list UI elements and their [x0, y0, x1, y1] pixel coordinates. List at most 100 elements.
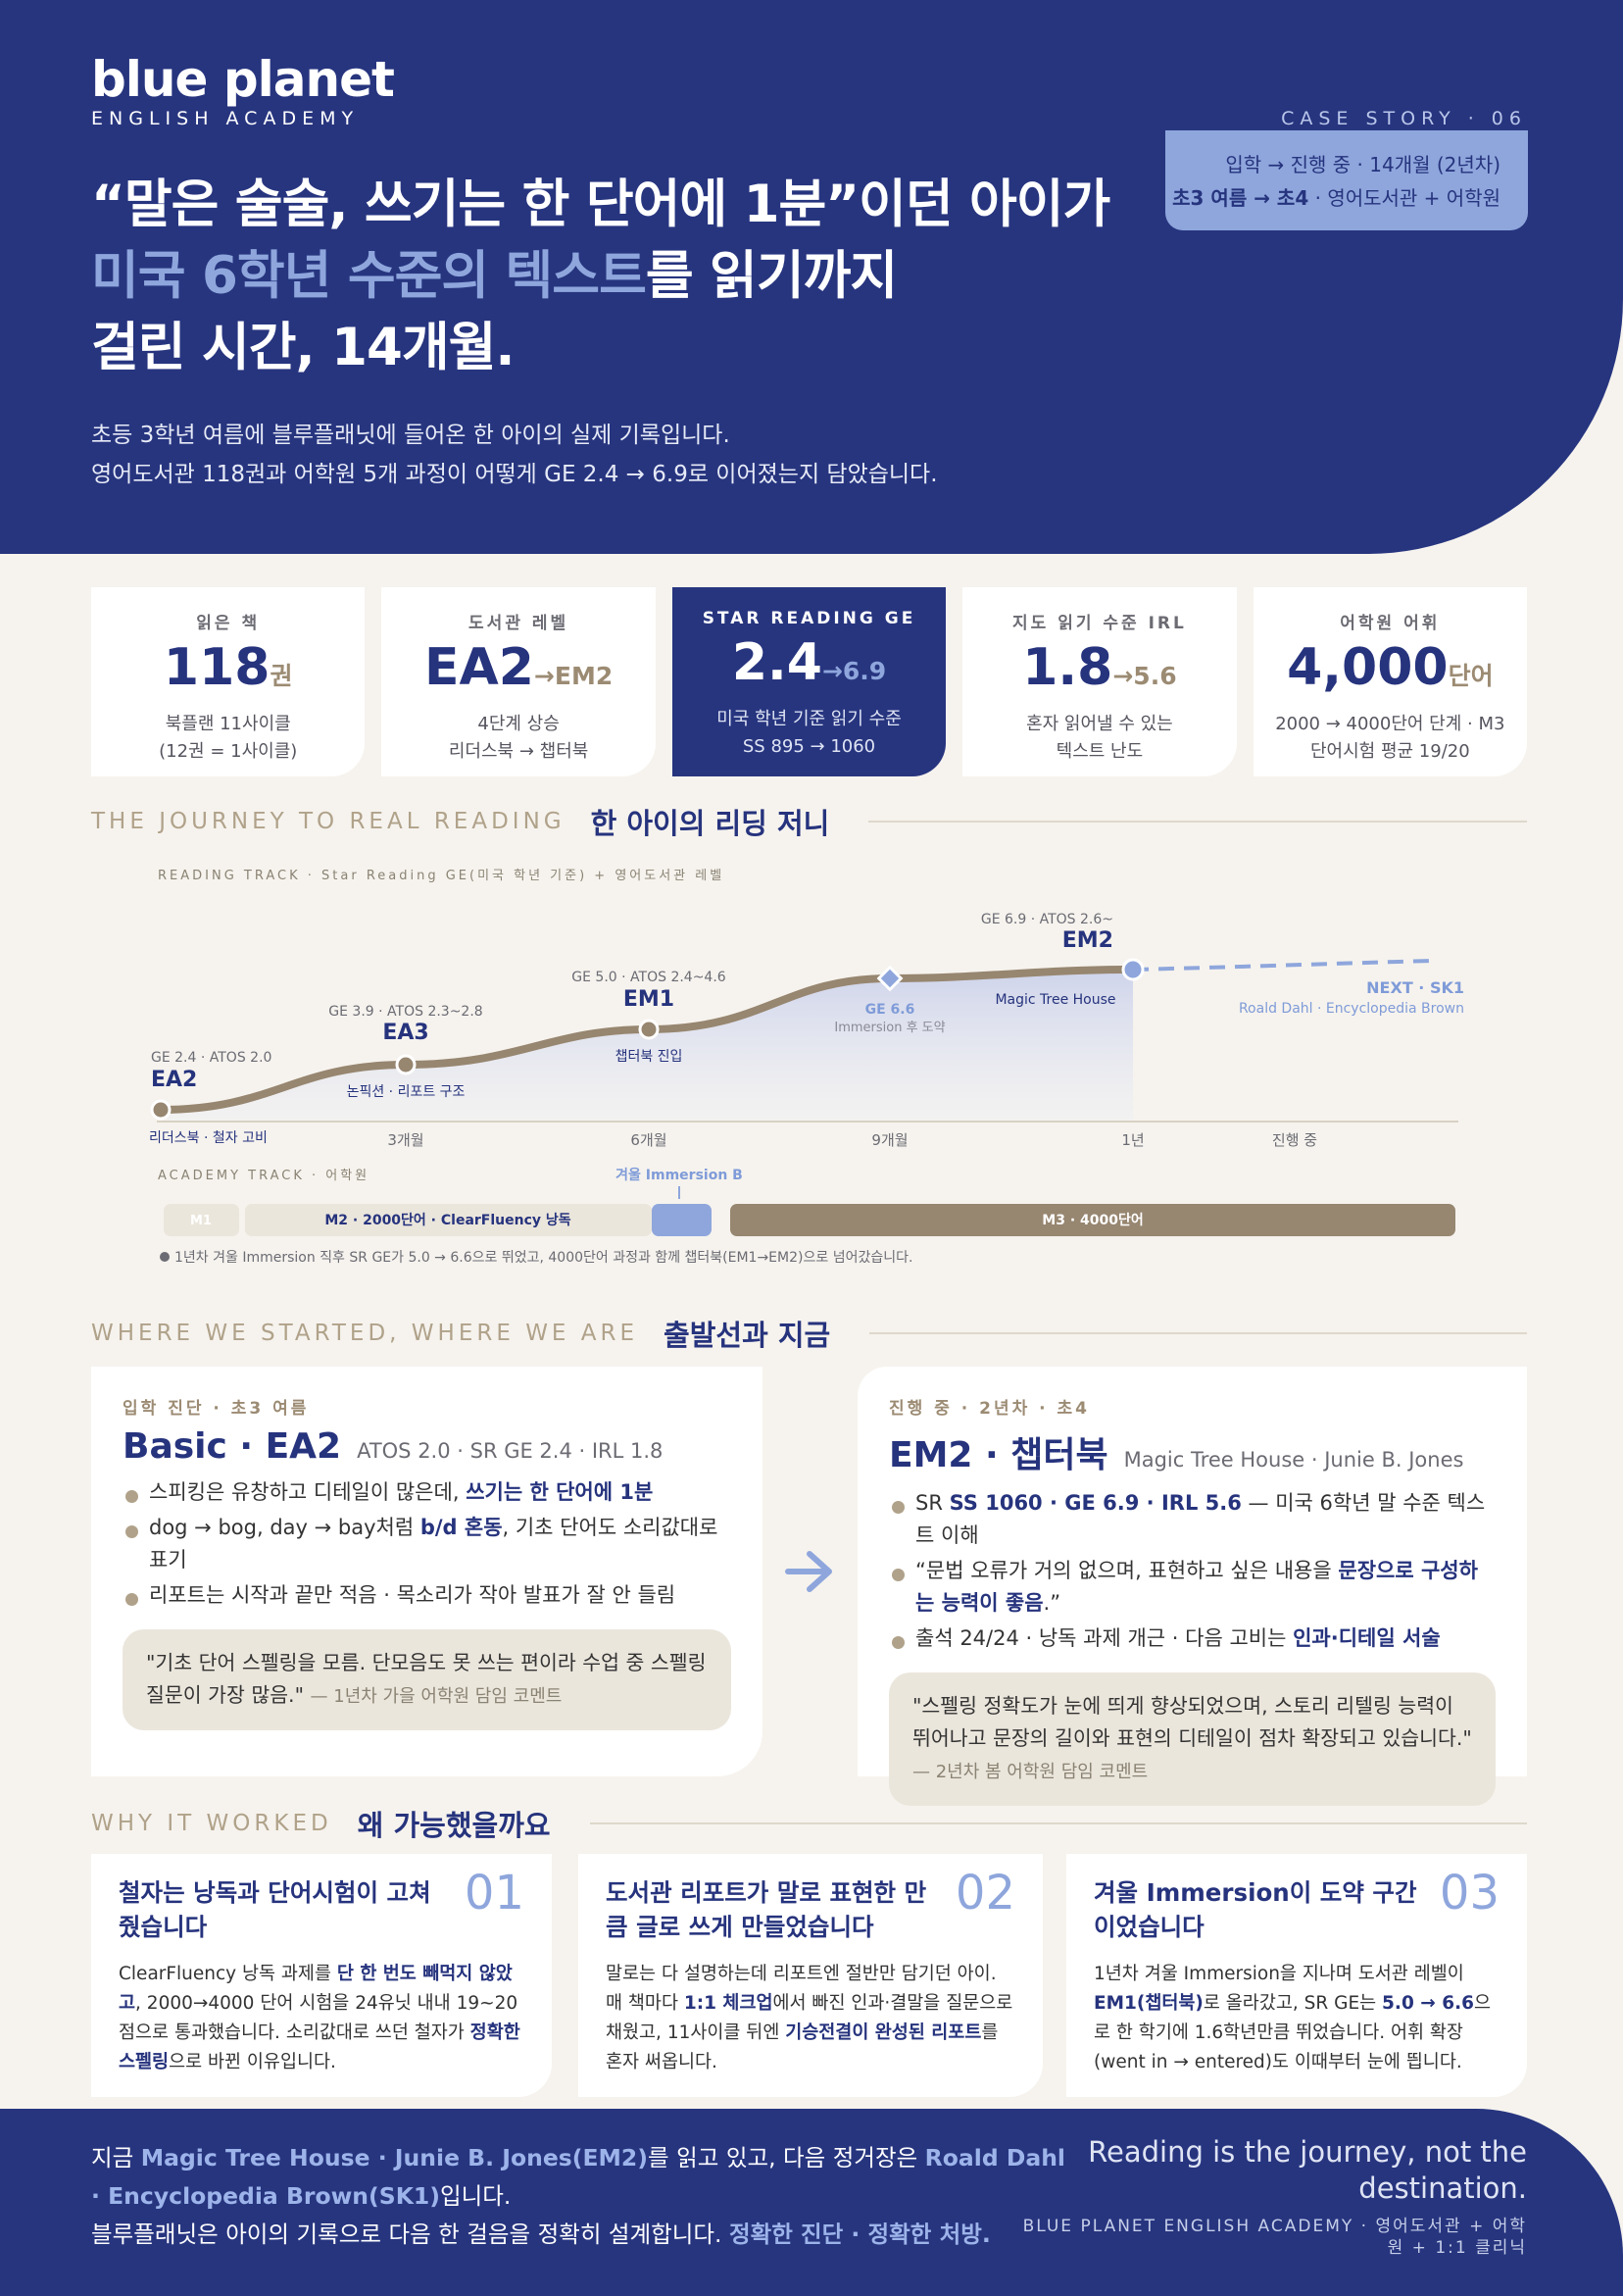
rule	[589, 1822, 1527, 1824]
milestone-meta: GE 2.4 · ATOS 2.0	[151, 1050, 271, 1066]
card-title: Basic · EA2 ATOS 2.0 · SR GE 2.4 · IRL 1.…	[123, 1426, 731, 1467]
text-run: · 영어도서관 + 어학원	[1308, 186, 1500, 210]
emphasis: 인과·디테일 서술	[1293, 1626, 1441, 1650]
immersion-label: 겨울 Immersion B	[615, 1167, 743, 1183]
emphasis: 1:1 체크업	[683, 1993, 773, 2014]
quote-text: "스펠링 정확도가 눈에 띄게 향상되었으며, 스토리 리텔링 능력이 뛰어나고…	[912, 1694, 1472, 1750]
emphasis: SS 1060 · GE 6.9 · IRL 5.6	[949, 1491, 1242, 1515]
text-run: 걸린 시간, 14개월.	[91, 318, 515, 377]
section-heading: WHERE WE STARTED, WHERE WE ARE 출발선과 지금	[91, 1314, 1527, 1353]
footer-band	[0, 2109, 1623, 2296]
course-bar	[245, 1204, 652, 1236]
text-run: , 기초 단어도 소리값대로 표기	[149, 1516, 718, 1572]
title-line: “말은 술술, 쓰기는 한 단어에 1분”이던 아이가	[91, 169, 1110, 240]
eyebrow: THE JOURNEY TO REAL READING	[91, 809, 566, 834]
emphasis: 미국 6학년 수준의 텍스트	[91, 246, 647, 306]
intro-line: 영어도서관 118권과 어학원 5개 과정이 어떻게 GE 2.4 → 6.9로…	[91, 462, 938, 487]
footer-line: 블루플래닛은 아이의 기록으로 다음 한 걸음을 정확히 설계합니다. 정확한 …	[91, 2216, 1071, 2254]
axis-label: 3개월	[387, 1131, 423, 1149]
stat-note: 4단계 상승	[477, 714, 560, 734]
stat-number: 118	[163, 638, 270, 697]
title-text: EM2 · 챕터북	[889, 1435, 1108, 1475]
rule	[869, 1332, 1527, 1334]
stat-note: 미국 학년 기준 읽기 수준	[716, 709, 902, 729]
title-line: 걸린 시간, 14개월.	[91, 312, 1109, 383]
text-run: 1년차 겨울 Immersion을 지나며 도서관 레벨이	[1094, 1964, 1464, 1984]
stat-label: 지도 읽기 수준 IRL	[1012, 614, 1187, 633]
next-note: Roald Dahl · Encyclopedia Brown	[1239, 1001, 1464, 1017]
course-bar	[730, 1204, 1455, 1236]
status-line: 입학 → 진행 중 · 14개월 (2년차)	[1225, 153, 1500, 176]
track-label: READING TRACK · Star Reading GE(미국 학년 기준…	[158, 869, 724, 883]
text-run: 입니다.	[440, 2182, 512, 2210]
stat-card: 읽은 책 118권 북플랜 11사이클 (12권 = 1사이클)	[91, 587, 366, 776]
journey-chart: READING TRACK · Star Reading GE(미국 학년 기준…	[149, 869, 1464, 1266]
point	[638, 1019, 660, 1040]
immersion-bar	[652, 1204, 712, 1236]
emphasis: Roald Dahl · Encyclopedia Brown(SK1)	[91, 2144, 1065, 2210]
text-run: “말은 술술, 쓰기는 한 단어에 1분”이던 아이가	[91, 175, 1110, 234]
text-run: 으로 한 학기에 1.6학년만큼 뛰었습니다. 어휘 확장(went in → …	[1094, 1993, 1492, 2072]
heading: 출발선과 지금	[664, 1319, 831, 1352]
emphasis: 정확한 진단 · 정확한 처방.	[728, 2221, 991, 2248]
course-label: M3 · 4000단어	[1042, 1212, 1143, 1228]
stat-note: SS 895 → 1060	[742, 736, 876, 757]
text-run: 블루플래닛은 아이의 기록으로 다음 한 걸음을 정확히 설계합니다.	[91, 2221, 729, 2248]
text-run: dog → bog, day → bay처럼	[149, 1516, 420, 1539]
jump-note: Immersion 후 도약	[834, 1021, 945, 1035]
stat-unit: →EM2	[533, 662, 614, 690]
emphasis: EM1(챕터북)	[1094, 1993, 1204, 2014]
stat-number: 2.4	[731, 633, 822, 692]
jump-label: GE 6.6	[865, 1002, 915, 1018]
text-run: 리포트는 시작과 끝만 적음 · 목소리가 작아 발표가 잘 안 들림	[149, 1583, 676, 1607]
milestone-level: EM1	[623, 987, 674, 1012]
credit: BLUE PLANET ENGLISH ACADEMY · 영어도서관 + 어학…	[1022, 2217, 1527, 2258]
section-heading: THE JOURNEY TO REAL READING 한 아이의 리딩 저니	[91, 802, 1527, 841]
card-body: 1년차 겨울 Immersion을 지나며 도서관 레벨이 EM1(챕터북)로 …	[1094, 1960, 1500, 2077]
stat-unit: →6.9	[821, 657, 887, 685]
point	[876, 965, 904, 992]
text-run: 로 올라갔고, SR GE는	[1203, 1993, 1383, 2014]
bullet: 스피킹은 유창하고 디테일이 많은데, 쓰기는 한 단어에 1분	[123, 1476, 731, 1509]
intro: 초등 3학년 여름에 블루플래닛에 들어온 한 아이의 실제 기록입니다. 영어도…	[91, 416, 938, 494]
title-sub: ATOS 2.0 · SR GE 2.4 · IRL 1.8	[357, 1439, 664, 1463]
text-run: — 미국 6학년 말 수준 텍스트 이해	[915, 1491, 1486, 1547]
stat-value: 2.4→6.9	[672, 628, 946, 706]
stat-label: 도서관 레벨	[468, 614, 569, 633]
heading: 왜 가능했을까요	[357, 1809, 551, 1842]
point	[1121, 958, 1145, 981]
footer-text: 지금 Magic Tree House · Junie B. Jones(EM2…	[91, 2139, 1071, 2254]
card-title: 도서관 리포트가 말로 표현한 만큼 글로 쓰게 만들었습니다	[606, 1878, 927, 1941]
card-number: 02	[955, 1866, 1015, 1921]
after-card: 진행 중 · 2년차 · 초4 EM2 · 챕터북 Magic Tree House…	[858, 1367, 1527, 1806]
quote-source: — 2년차 봄 어학원 담임 코멘트	[912, 1762, 1149, 1782]
bullet: “문법 오류가 거의 없으며, 표현하고 싶은 내용을 문장으로 구성하는 능력…	[889, 1555, 1496, 1620]
card-title: 겨울 Immersion이 도약 구간이었습니다	[1094, 1878, 1417, 1941]
axis-label: 6개월	[630, 1131, 666, 1149]
bullet-dot	[160, 1252, 170, 1262]
text-run: 스피킹은 유창하고 디테일이 많은데,	[149, 1480, 467, 1504]
text-run: ClearFluency 낭독 과제를	[119, 1964, 337, 1984]
logo: blue planet	[91, 51, 395, 108]
milestone-level: EM2	[1062, 928, 1113, 953]
bullet: 리포트는 시작과 끝만 적음 · 목소리가 작아 발표가 잘 안 들림	[123, 1579, 731, 1612]
stat-label: 읽은 책	[196, 614, 261, 633]
stat-number: 1.8	[1022, 638, 1113, 697]
emphasis: Magic Tree House · Junie B. Jones(EM2)	[140, 2144, 649, 2171]
bullet: 출석 24/24 · 낭독 과제 개근 · 다음 고비는 인과·디테일 서술	[889, 1622, 1496, 1655]
next-dash	[1132, 959, 1436, 972]
stat-note: 북플랜 11사이클	[165, 714, 291, 734]
arrow	[785, 1551, 832, 1592]
stat-value: EA2→EM2	[381, 633, 655, 711]
emphasis: b/d 혼동	[419, 1516, 503, 1539]
stat-value: 4,000단어	[1254, 633, 1527, 711]
milestone-note: 논픽션 · 리포트 구조	[347, 1084, 466, 1100]
stat-card: 지도 읽기 수준 IRL 1.8→5.6 혼자 읽어낼 수 있는 텍스트 난도	[962, 587, 1237, 776]
emphasis: 5.0 → 6.6	[1382, 1993, 1474, 2014]
course-label: M2 · 2000단어 · ClearFluency 낭독	[324, 1212, 570, 1228]
stat-unit: →5.6	[1112, 662, 1177, 690]
emphasis: 단 한 번도 빼먹지 않았고	[119, 1964, 513, 2014]
stat-unit: 단어	[1448, 662, 1494, 690]
